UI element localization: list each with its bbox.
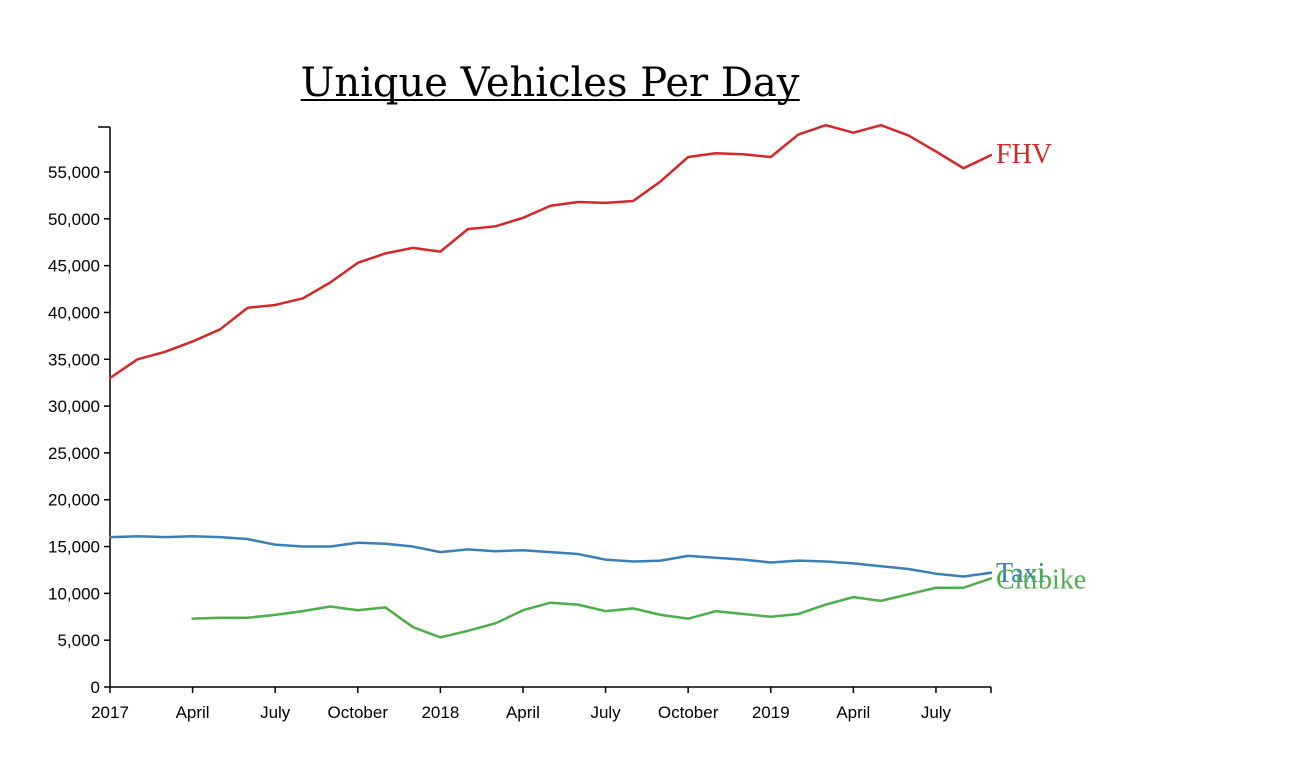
y-tick-label: 45,000 bbox=[48, 257, 100, 276]
y-tick-label: 10,000 bbox=[48, 584, 100, 603]
series-line-citibike bbox=[191, 577, 993, 639]
x-tick-label: October bbox=[328, 703, 389, 722]
series-label-taxi: Taxi bbox=[996, 558, 1046, 589]
y-tick-label: 40,000 bbox=[48, 303, 100, 322]
x-tick-label: July bbox=[921, 703, 952, 722]
y-tick-label: 15,000 bbox=[48, 538, 100, 557]
y-tick-label: 55,000 bbox=[48, 163, 100, 182]
x-tick-label: 2019 bbox=[752, 703, 790, 722]
x-tick-label: April bbox=[506, 703, 540, 722]
y-tick-label: 30,000 bbox=[48, 397, 100, 416]
x-tick-label: July bbox=[260, 703, 291, 722]
x-axis: 2017 April July October 2018 April July October… bbox=[91, 686, 992, 722]
y-tick-label: 35,000 bbox=[48, 350, 100, 369]
y-tick-label: 20,000 bbox=[48, 491, 100, 510]
chart-title-group: Unique Vehicles Per Day bbox=[300, 60, 800, 106]
x-tick-label: 2017 bbox=[91, 703, 129, 722]
x-tick-label: April bbox=[176, 703, 210, 722]
series-line-fhv bbox=[108, 123, 993, 380]
y-tick-label: 50,000 bbox=[48, 210, 100, 229]
series-label-fhv: FHV bbox=[996, 139, 1052, 170]
series-line-taxi bbox=[108, 535, 993, 578]
chart-title: Unique Vehicles Per Day bbox=[301, 60, 800, 106]
y-tick-label: 25,000 bbox=[48, 444, 100, 463]
x-tick-label: 2018 bbox=[421, 703, 459, 722]
y-tick-label: 0 bbox=[91, 678, 100, 697]
y-tick-label: 5,000 bbox=[57, 631, 100, 650]
series-lines bbox=[108, 123, 993, 639]
y-axis: 0 5,000 10,000 15,000 20,000 25,000 30,000 35,0… bbox=[48, 126, 111, 697]
x-tick-label: October bbox=[658, 703, 719, 722]
x-tick-label: April bbox=[836, 703, 870, 722]
x-tick-label: July bbox=[590, 703, 621, 722]
series-label-citibike: Citibike bbox=[996, 564, 1086, 595]
